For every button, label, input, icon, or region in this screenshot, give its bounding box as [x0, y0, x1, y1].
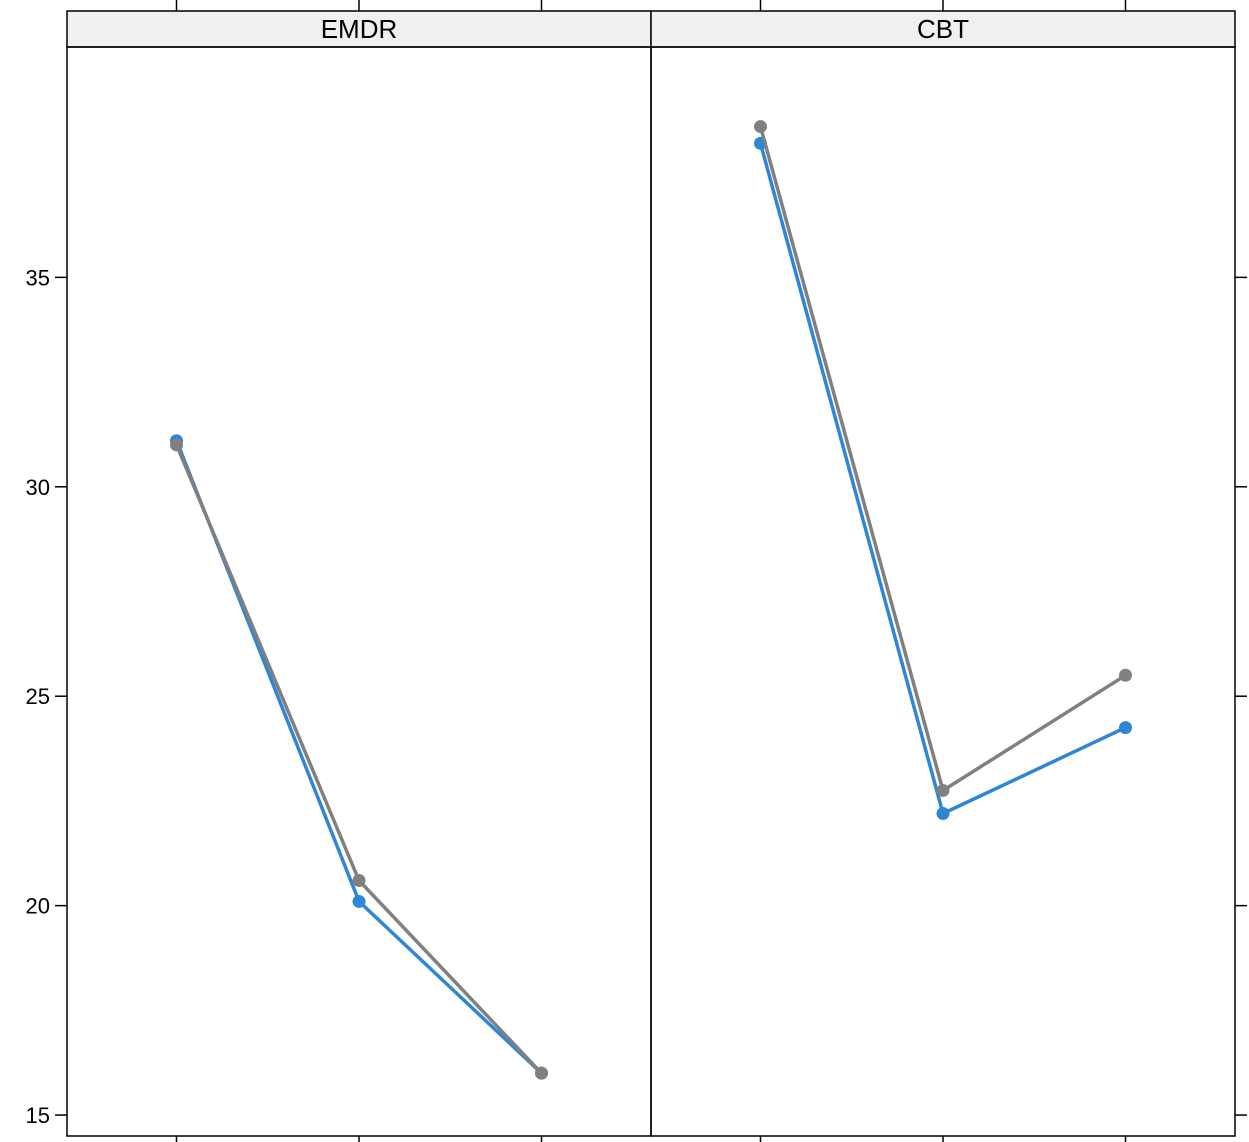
series-2	[170, 438, 548, 1080]
y-tick-label: 30	[26, 475, 50, 500]
strip-background	[650, 10, 1236, 48]
data-point	[352, 874, 366, 888]
panel-emdr: EMDR	[66, 10, 652, 1137]
y-axis: 15 20 25 30 35	[26, 265, 1247, 1128]
series-line	[174, 444, 543, 1075]
series-line	[758, 126, 1127, 793]
panel-cbt: CBT	[650, 10, 1236, 1137]
panel-frame	[66, 46, 652, 1137]
series-line	[758, 142, 1127, 816]
series-line	[174, 440, 543, 1075]
data-point	[936, 806, 950, 820]
strip-background	[66, 10, 652, 48]
data-point	[352, 894, 366, 908]
strip-label: EMDR	[321, 14, 398, 44]
y-tick-label: 25	[26, 684, 50, 709]
y-tick-label: 20	[26, 894, 50, 919]
y-tick-label: 35	[26, 265, 50, 290]
data-point	[754, 120, 767, 134]
panels-layer: EMDR CBT	[66, 10, 1236, 1137]
y-tick-label: 15	[26, 1103, 50, 1128]
series-1	[170, 434, 548, 1080]
data-point	[1119, 668, 1132, 682]
strip-label: CBT	[917, 14, 969, 44]
data-point	[1119, 721, 1132, 735]
data-point	[936, 783, 950, 797]
series-1	[754, 136, 1132, 820]
series-2	[754, 120, 1132, 797]
data-point	[535, 1066, 548, 1080]
data-point	[170, 438, 183, 452]
panel-frame	[650, 46, 1236, 1137]
